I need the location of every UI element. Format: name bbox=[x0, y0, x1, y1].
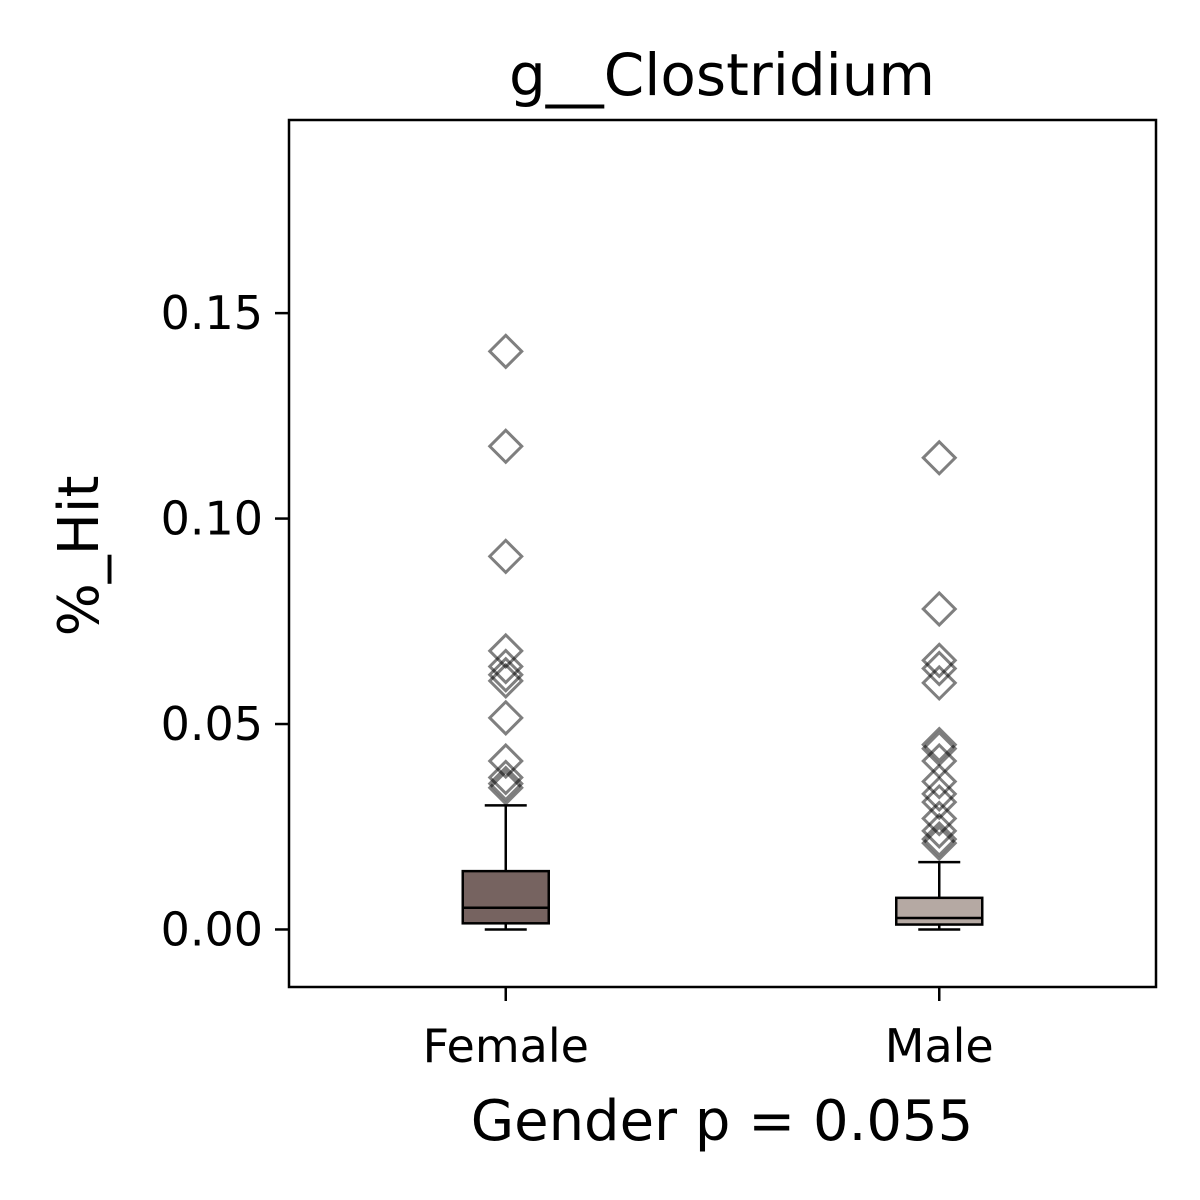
box-group-female bbox=[461, 333, 550, 931]
outlier-point bbox=[921, 439, 958, 476]
x-tick-label: Female bbox=[423, 1019, 589, 1073]
x-axis-label: Gender p = 0.055 bbox=[471, 1089, 974, 1154]
y-tick-label: 0.15 bbox=[161, 286, 263, 340]
outlier-point bbox=[487, 662, 524, 700]
outlier-point bbox=[921, 783, 958, 821]
y-tick-label: 0.10 bbox=[161, 492, 263, 546]
outlier-point bbox=[921, 642, 958, 679]
outlier-point bbox=[921, 812, 958, 849]
outlier-point bbox=[921, 590, 958, 628]
outlier-point bbox=[487, 699, 524, 736]
outlier-point bbox=[487, 428, 524, 465]
x-tick-label: Male bbox=[885, 1019, 994, 1073]
boxes-layer bbox=[461, 333, 984, 931]
outlier-point bbox=[921, 825, 958, 862]
outlier-point bbox=[921, 775, 958, 812]
outlier-point bbox=[921, 726, 958, 763]
axes-layer: 0.00 0.05 0.10 0.15 Female Male bbox=[161, 286, 994, 1073]
outlier-point bbox=[487, 656, 524, 693]
outlier-point bbox=[921, 820, 958, 858]
outlier-point bbox=[487, 538, 524, 575]
y-tick-label: 0.00 bbox=[161, 902, 263, 956]
outlier-point bbox=[487, 765, 524, 802]
outlier-point bbox=[921, 763, 958, 800]
outlier-point bbox=[487, 648, 524, 685]
plot-frame bbox=[287, 118, 1158, 989]
outlier-point bbox=[487, 742, 524, 780]
outlier-point bbox=[487, 333, 524, 370]
box-iqr bbox=[895, 896, 984, 926]
chart-title: g__Clostridium bbox=[509, 41, 935, 109]
y-axis-label: %_Hit bbox=[47, 476, 112, 637]
outlier-point bbox=[487, 769, 524, 806]
box-iqr bbox=[461, 869, 550, 925]
outlier-point bbox=[921, 800, 958, 837]
outlier-point bbox=[921, 664, 958, 702]
y-tick-label: 0.05 bbox=[161, 697, 263, 751]
outlier-point bbox=[487, 759, 524, 796]
box-group-male bbox=[895, 439, 984, 931]
outlier-point bbox=[921, 650, 958, 687]
